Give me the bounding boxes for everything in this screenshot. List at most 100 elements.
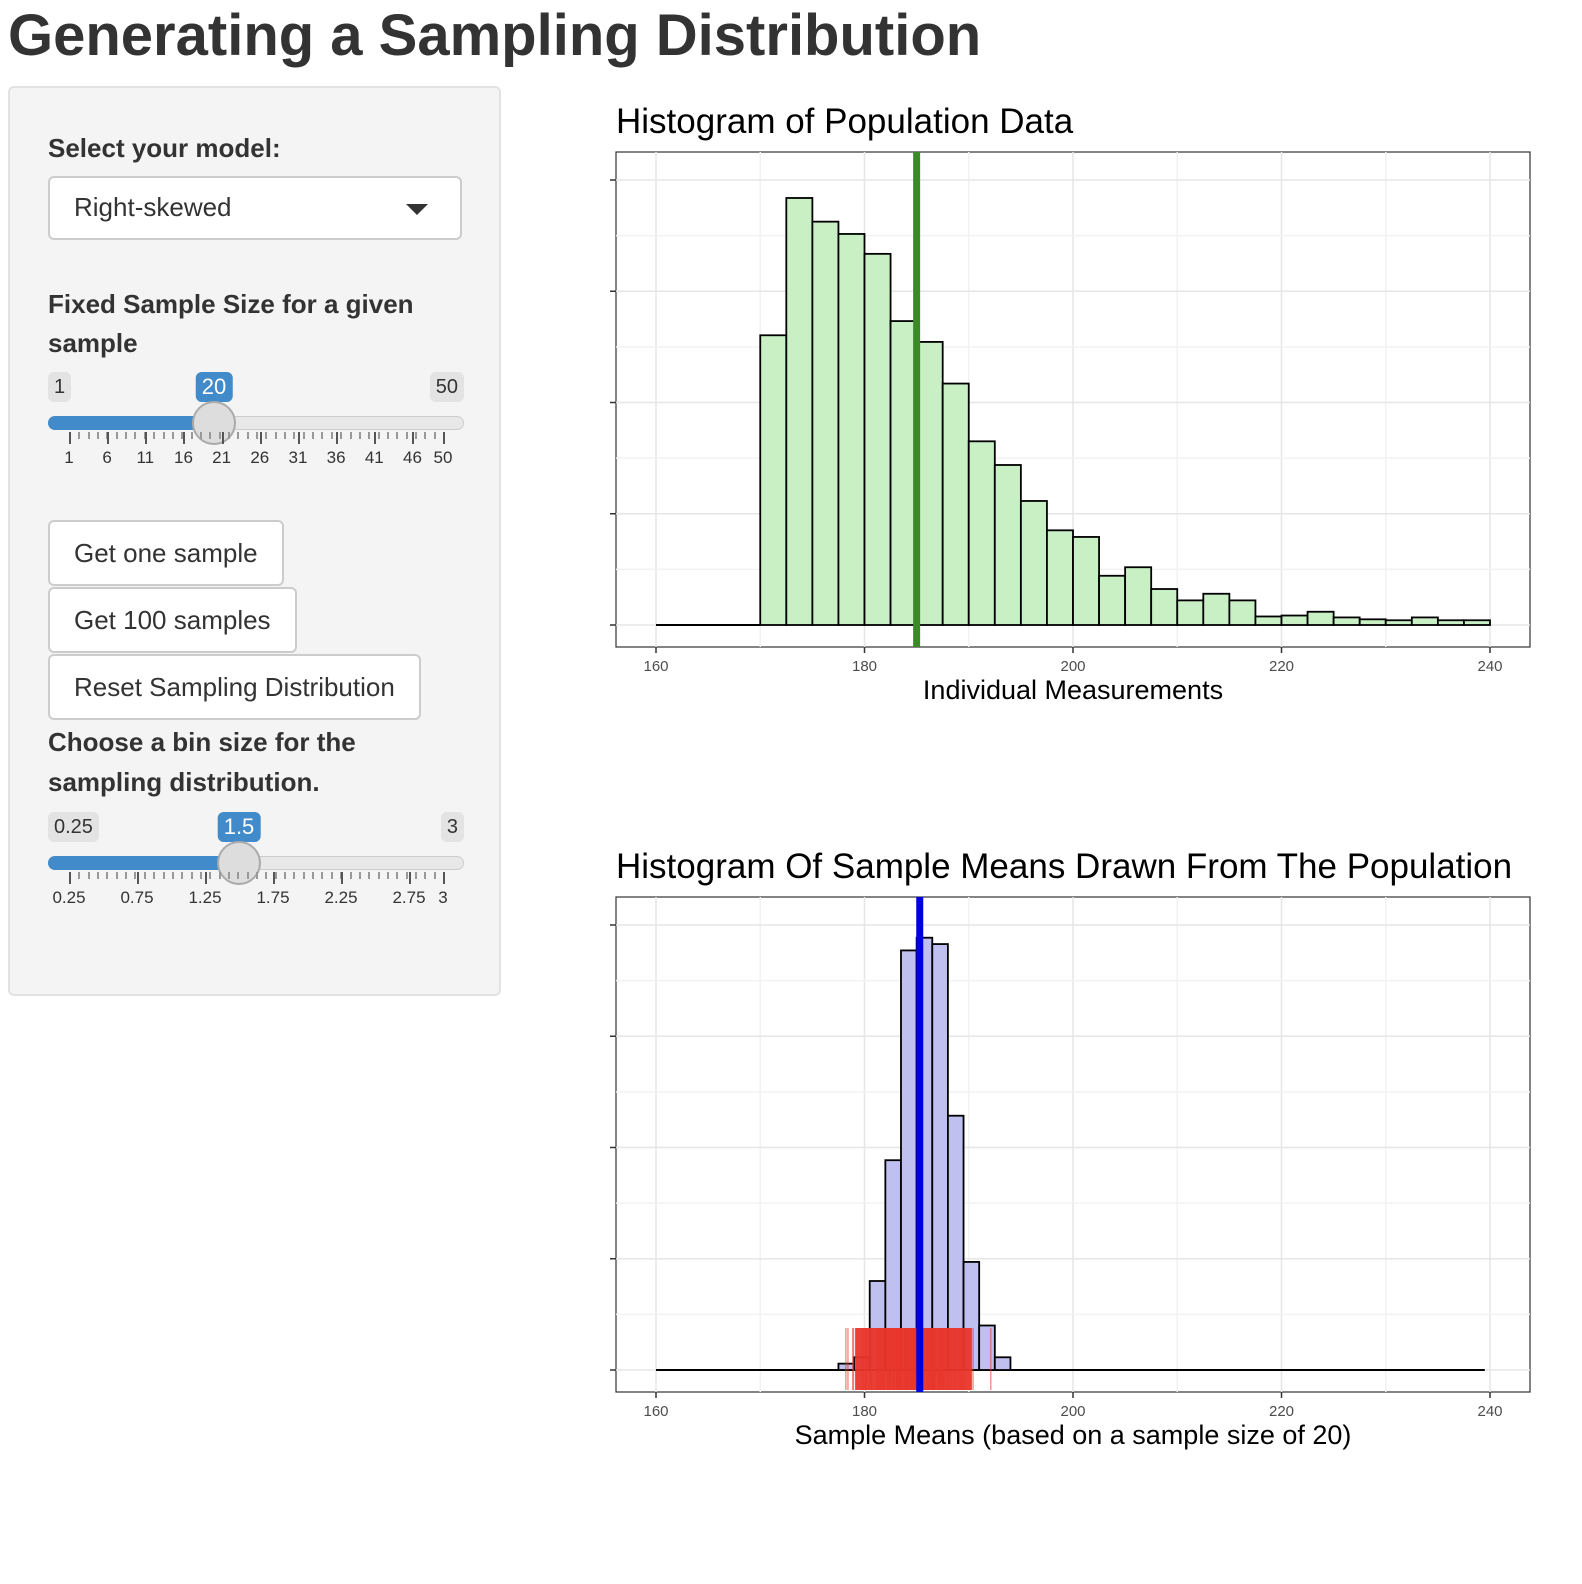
slider-tick xyxy=(227,432,230,439)
slider-tick-label: 31 xyxy=(288,448,308,467)
slider-tick-label: 1.75 xyxy=(256,888,290,907)
slider-major-tick xyxy=(221,432,224,444)
sample-rug-dense xyxy=(855,1328,972,1390)
reset-sampling-button[interactable]: Reset Sampling Distribution xyxy=(48,654,421,720)
slider-tick xyxy=(377,872,380,879)
slider-tick xyxy=(368,432,371,439)
slider-tick xyxy=(368,872,371,879)
histogram-bar xyxy=(915,341,944,626)
slider-tick xyxy=(340,432,343,439)
sample-size-slider[interactable]: 1 50 20 1 6 11 16 21 26 31 36 41 46 50 xyxy=(48,372,464,482)
model-label: Select your model: xyxy=(48,133,281,163)
slider-tick xyxy=(106,872,109,879)
slider-tick xyxy=(293,432,296,439)
model-select[interactable]: Right-skewed xyxy=(48,176,462,240)
x-tick-label: 240 xyxy=(1477,1403,1502,1420)
slider-tick xyxy=(302,432,305,439)
histogram-bar xyxy=(759,334,788,626)
slider-tick xyxy=(78,872,81,879)
histogram-bar xyxy=(1280,614,1309,626)
slider-tick-label: 0.25 xyxy=(52,888,86,907)
slider-tick xyxy=(162,432,165,439)
slider-tick xyxy=(227,872,230,879)
slider-tick xyxy=(284,432,287,439)
chevron-down-icon xyxy=(406,204,428,215)
chart-title: Histogram of Population Data xyxy=(616,102,1074,141)
slider-tick xyxy=(125,872,128,879)
slider-tick-label: 16 xyxy=(174,448,193,467)
slider-tick xyxy=(153,872,156,879)
slider-tick-label: 2.25 xyxy=(324,888,358,907)
slider-tick xyxy=(396,872,399,879)
slider-tick xyxy=(218,872,221,879)
slider-tick-label: 11 xyxy=(136,448,155,467)
histogram-bar xyxy=(1150,588,1179,626)
slider-tick xyxy=(237,872,240,879)
slider-major-tick xyxy=(205,872,207,884)
slider-major-tick xyxy=(259,432,262,444)
slider-major-tick xyxy=(341,872,343,884)
slider-major-tick xyxy=(273,872,275,884)
slider-tick xyxy=(209,872,212,879)
x-tick-label: 160 xyxy=(643,658,668,675)
slider-tick-label: 50 xyxy=(433,448,453,467)
slider-tick-label: 21 xyxy=(212,448,232,467)
slider-major-tick xyxy=(412,432,415,444)
slider-tick xyxy=(386,872,389,879)
slider-tick xyxy=(405,872,408,879)
x-tick-label: 200 xyxy=(1060,658,1085,675)
histogram-bar xyxy=(1306,610,1335,626)
get-100-samples-button[interactable]: Get 100 samples xyxy=(48,587,297,653)
slider-tick-label: 36 xyxy=(326,448,346,467)
slider-tick xyxy=(321,432,324,439)
histogram-bar xyxy=(1410,616,1439,626)
chart-title: Histogram Of Sample Means Drawn From The… xyxy=(616,847,1512,886)
slider-tick xyxy=(424,432,427,439)
slider-major-tick xyxy=(107,432,110,444)
slider-tick xyxy=(190,432,193,439)
histogram-bar xyxy=(978,1324,996,1371)
slider-tick xyxy=(209,432,212,439)
get-one-sample-button[interactable]: Get one sample xyxy=(48,520,284,586)
slider-tick-label: 46 xyxy=(403,448,422,467)
slider-tick xyxy=(171,872,174,879)
slider-major-tick xyxy=(145,432,148,444)
slider-tick xyxy=(358,432,361,439)
slider-tick xyxy=(330,432,333,439)
slider-tick-label: 2.75 xyxy=(392,888,426,907)
slider-tick xyxy=(256,872,258,879)
slider-tick xyxy=(181,432,184,439)
slider-tick xyxy=(274,872,277,879)
slider-tick-label: 0.75 xyxy=(120,888,154,907)
sample-size-label-line2: sample xyxy=(48,328,138,358)
histogram-bar xyxy=(1019,500,1048,626)
bin-size-slider[interactable]: 0.25 3 1.5 0.25 0.75 1.25 1.75 2.25 2.75 3 xyxy=(48,812,464,922)
histogram-bar xyxy=(1384,619,1413,626)
slider-tick xyxy=(218,432,221,439)
slider-min-label: 0.25 xyxy=(48,812,99,842)
slider-tick xyxy=(414,432,417,439)
x-tick-label: 240 xyxy=(1477,658,1502,675)
histogram-bar xyxy=(889,320,918,626)
sidebar-panel: Select your model: Right-skewed Fixed Sa… xyxy=(8,86,501,996)
slider-tick xyxy=(199,872,202,879)
slider-tick xyxy=(433,432,436,439)
histogram-bar xyxy=(1072,536,1100,626)
slider-tick xyxy=(312,432,315,439)
histogram-bar xyxy=(837,233,866,626)
slider-tick xyxy=(87,432,90,439)
slider-tick xyxy=(302,872,305,879)
sample-size-label: Fixed Sample Size for a given xyxy=(48,289,414,319)
slider-min-label: 1 xyxy=(48,372,72,402)
histogram-bar xyxy=(1046,529,1074,626)
x-axis-label: Individual Measurements xyxy=(923,675,1223,705)
slider-tick xyxy=(190,872,193,879)
slider-tick xyxy=(405,432,408,439)
x-tick-label: 200 xyxy=(1060,1403,1085,1420)
slider-tick xyxy=(265,872,268,879)
slider-tick xyxy=(87,872,90,879)
slider-major-tick xyxy=(374,432,377,444)
slider-tick xyxy=(349,872,352,879)
x-tick-label: 180 xyxy=(852,1403,877,1420)
slider-tick xyxy=(162,872,165,879)
